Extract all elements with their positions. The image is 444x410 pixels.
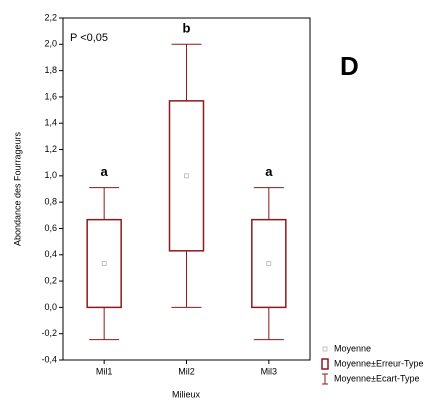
box [86,218,122,309]
annotation: P <0,05 [70,32,108,44]
mean-point [266,261,272,266]
y-tick-label: 0,0 [44,302,57,312]
group-label: a [265,164,273,179]
y-tick-label: 0,2 [44,275,57,285]
y-tick-label: -0,2 [41,328,57,338]
x-tick-label: Mil3 [261,366,278,376]
y-tick-label: 1,4 [44,118,57,128]
y-tick-label: -0,4 [41,354,57,364]
y-tick-label: 0,8 [44,197,57,207]
group-label: b [183,21,191,36]
legend-label: Moyenne±Ecart-Type [334,373,419,383]
mean-point [101,261,107,266]
group-label: a [101,164,109,179]
y-tick-label: 0,4 [44,249,57,259]
y-tick-label: 1,2 [44,144,57,154]
x-axis-label: Milieux [172,389,201,399]
y-axis-label: Abondance des Fourrageurs [12,131,22,246]
legend-symbol [321,358,329,370]
x-tick-label: Mil2 [178,366,195,376]
box [168,100,205,252]
y-tick-label: 2,2 [44,12,57,22]
y-tick-label: 1,8 [44,65,57,75]
x-tick-label: Mil1 [96,366,113,376]
y-tick-label: 0,6 [44,223,57,233]
legend-label: Moyenne [334,343,371,353]
legend-label: Moyenne±Erreur-Type [334,358,423,368]
panel-label: D [340,51,359,81]
legend-symbol [322,346,328,352]
y-tick-label: 1,0 [44,170,57,180]
mean-point [184,173,189,179]
y-tick-label: 2,0 [44,39,57,49]
y-tick-label: 1,6 [44,91,57,101]
box [251,218,287,309]
